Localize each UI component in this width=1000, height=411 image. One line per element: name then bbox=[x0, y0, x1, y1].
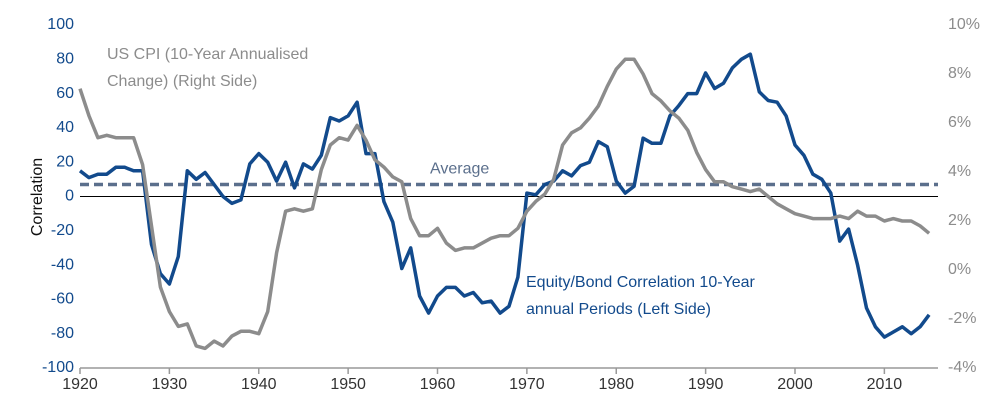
y-tick-label: 20 bbox=[56, 153, 74, 170]
y2-tick-label: 6% bbox=[948, 114, 971, 131]
x-tick-label: 1930 bbox=[152, 376, 188, 393]
average-label: Average bbox=[430, 161, 489, 178]
y-tick-label: 60 bbox=[56, 85, 74, 102]
series-line bbox=[78, 52, 931, 339]
x-tick-label: 1960 bbox=[420, 376, 456, 393]
y-tick-label: -40 bbox=[51, 256, 74, 273]
y2-tick-label: 8% bbox=[948, 65, 971, 82]
y-tick-label: -80 bbox=[51, 325, 74, 342]
x-tick-label: 1980 bbox=[598, 376, 634, 393]
series-label: Change) (Right Side) bbox=[107, 73, 257, 90]
y2-tick-label: 0% bbox=[948, 261, 971, 278]
y2-tick-label: 4% bbox=[948, 163, 971, 180]
y-axis-label: Correlation bbox=[29, 158, 46, 236]
y2-tick-label: 10% bbox=[948, 16, 980, 33]
y2-tick-label: 2% bbox=[948, 212, 971, 229]
series-label: US CPI (10-Year Annualised bbox=[107, 46, 308, 63]
y-tick-label: 100 bbox=[47, 16, 74, 33]
y-tick-label: -60 bbox=[51, 291, 74, 308]
x-tick-label: 1950 bbox=[330, 376, 366, 393]
x-tick-label: 1920 bbox=[62, 376, 98, 393]
y-tick-label: 40 bbox=[56, 119, 74, 136]
y2-tick-label: -2% bbox=[948, 310, 976, 327]
series-label: annual Periods (Left Side) bbox=[526, 301, 711, 318]
y-tick-label: 0 bbox=[65, 188, 74, 205]
series-line bbox=[78, 57, 931, 351]
y2-tick-label: -4% bbox=[948, 359, 976, 376]
x-tick-label: 1990 bbox=[688, 376, 724, 393]
y-tick-label: 80 bbox=[56, 51, 74, 68]
x-tick-label: 1940 bbox=[241, 376, 277, 393]
y-tick-label: -20 bbox=[51, 222, 74, 239]
x-tick-label: 1970 bbox=[509, 376, 545, 393]
x-tick-label: 2000 bbox=[777, 376, 813, 393]
y-tick-label: -100 bbox=[42, 359, 74, 376]
series-label: Equity/Bond Correlation 10-Year bbox=[526, 274, 756, 291]
x-tick-label: 2010 bbox=[867, 376, 903, 393]
